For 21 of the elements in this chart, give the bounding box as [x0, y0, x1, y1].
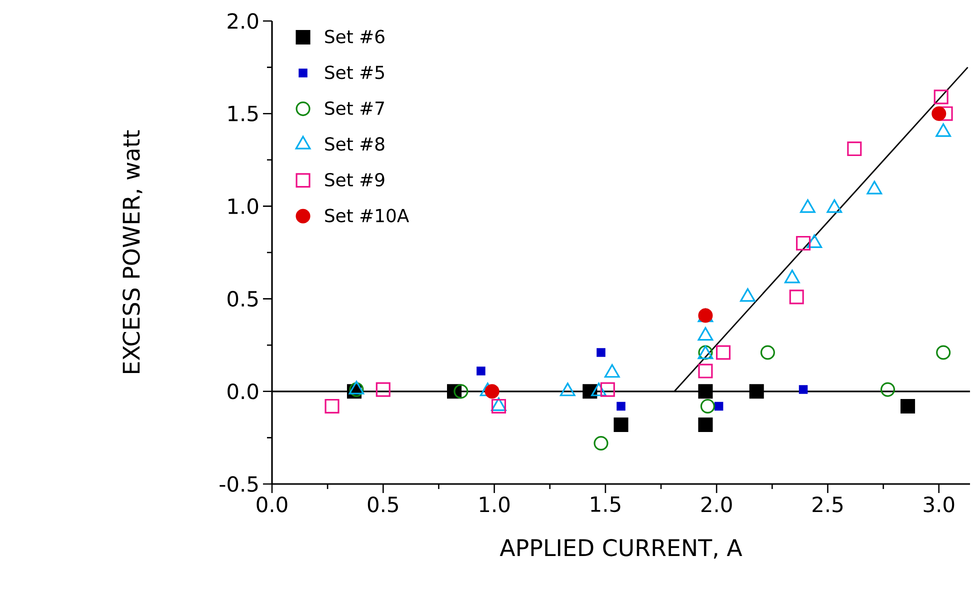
x-tick-label: 1.0 [480, 496, 510, 512]
legend-label: Set #5 [325, 66, 384, 80]
y-axis-title: EXCESS POWER, watt [122, 130, 142, 374]
y-tick-label: 2.0 [228, 13, 258, 29]
x-tick-label: 3.0 [924, 496, 954, 512]
y-tick-label: 0.5 [228, 290, 258, 307]
x-tick-label: 1.5 [591, 496, 620, 512]
x-tick-label: 0.5 [368, 496, 398, 512]
legend-label: Set #6 [325, 30, 384, 44]
x-axis-title: APPLIED CURRENT, A [500, 538, 742, 559]
y-tick-label: 0.0 [228, 383, 258, 400]
y-tick-label: 1.5 [228, 106, 258, 122]
legend-label: Set #9 [325, 172, 384, 187]
x-tick-label: 2.0 [701, 496, 732, 512]
legend-label: Set #10A [325, 208, 410, 222]
x-tick-label: 2.5 [812, 496, 843, 512]
x-tick-label: 0.0 [256, 496, 288, 512]
y-tick-label: 1.0 [228, 198, 258, 214]
y-tick-label: -0.5 [220, 476, 258, 492]
legend-label: Set #7 [325, 101, 384, 115]
legend-label: Set #8 [325, 137, 384, 151]
